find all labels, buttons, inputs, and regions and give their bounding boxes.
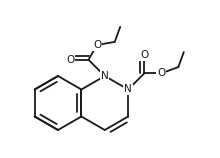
Text: N: N: [124, 85, 132, 94]
Text: O: O: [157, 68, 165, 78]
Text: O: O: [66, 55, 75, 65]
Text: N: N: [101, 71, 109, 81]
Text: O: O: [93, 40, 101, 50]
Text: O: O: [140, 50, 149, 60]
